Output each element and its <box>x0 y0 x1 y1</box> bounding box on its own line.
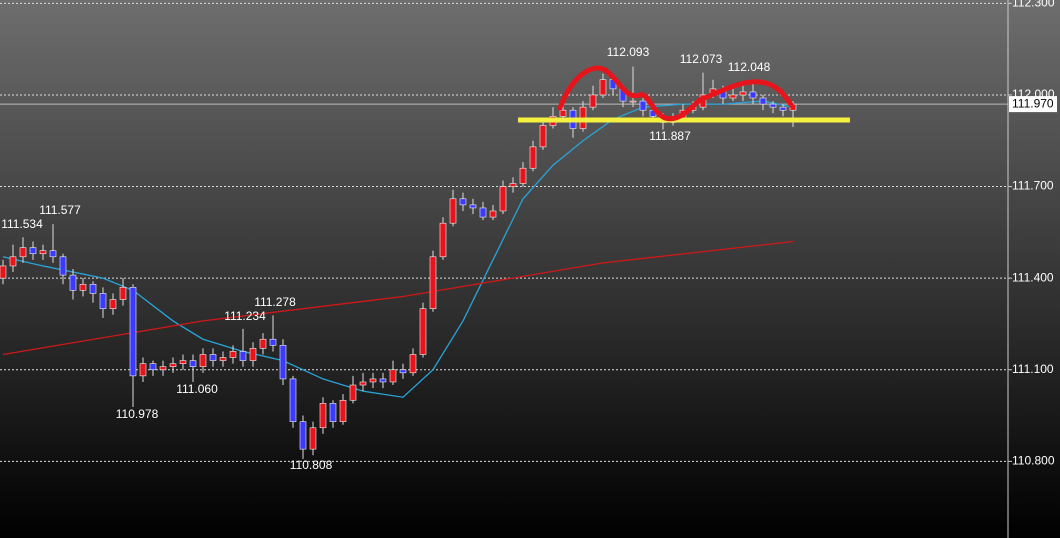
candle-body <box>29 247 37 255</box>
candle-body <box>309 427 317 450</box>
candle-body <box>289 378 297 422</box>
candle-body <box>0 265 7 279</box>
annotation: 112.093 <box>607 45 650 59</box>
y-tick-label: 112.300 <box>1012 0 1055 10</box>
candle-body <box>269 338 277 346</box>
candle-body <box>489 210 497 218</box>
candle-body <box>739 91 747 96</box>
candle-body <box>99 293 107 309</box>
moving-average-line <box>2 240 794 356</box>
candle-body <box>259 338 267 349</box>
annotation: 110.808 <box>290 458 333 472</box>
annotation: 111.278 <box>254 295 296 309</box>
candle-body <box>449 198 457 224</box>
candle-body <box>159 366 167 371</box>
pattern-annotation <box>557 65 795 122</box>
candle-body <box>509 183 517 187</box>
candle-body <box>369 378 377 383</box>
candle-body <box>459 198 467 206</box>
candle-body <box>39 250 47 255</box>
annotation: 111.577 <box>39 203 81 217</box>
last-price-label: 111.970 <box>1012 96 1054 110</box>
candle-body <box>149 363 157 371</box>
y-tick-label: 111.400 <box>1012 270 1054 284</box>
candle-body <box>119 287 127 300</box>
candle-body <box>89 283 97 294</box>
candle-body <box>349 384 357 401</box>
candle-body <box>559 109 567 117</box>
candle-body <box>359 381 367 386</box>
candle-body <box>589 94 597 108</box>
candle-body <box>329 403 337 422</box>
candle-body <box>319 403 327 429</box>
candle-body <box>729 94 737 99</box>
candle-body <box>429 256 437 309</box>
candle-body <box>169 363 177 368</box>
candle-body <box>179 360 187 364</box>
candle-body <box>49 250 57 258</box>
candle-body <box>339 399 347 422</box>
candle-body <box>379 378 387 383</box>
candle-body <box>229 351 237 358</box>
candle-body <box>389 369 397 383</box>
candle-body <box>129 287 137 377</box>
candle-body <box>249 348 257 361</box>
annotation: 112.073 <box>680 52 723 66</box>
annotation: 111.534 <box>1 217 43 231</box>
candle-body <box>79 283 87 291</box>
candle-body <box>639 100 647 111</box>
candle-body <box>759 97 767 105</box>
y-tick-label: 111.700 <box>1012 179 1054 193</box>
annotation: 110.978 <box>116 407 159 421</box>
candle-body <box>499 186 507 212</box>
candle-body <box>419 308 427 355</box>
candle-body <box>779 106 787 111</box>
candle-body <box>439 222 447 258</box>
y-tick-label: 110.800 <box>1012 454 1055 468</box>
candle-body <box>189 360 197 368</box>
candle-body <box>59 256 67 276</box>
annotation: 111.887 <box>649 129 691 143</box>
candle-body <box>19 247 27 258</box>
moving-average-line <box>2 100 794 398</box>
candle-body <box>239 351 247 361</box>
candle-body <box>299 421 307 450</box>
annotation: 111.060 <box>176 382 218 396</box>
candle-body <box>219 357 227 361</box>
annotation: 112.048 <box>728 60 771 74</box>
candle-body <box>599 79 607 96</box>
candle-body <box>749 91 757 99</box>
candle-body <box>539 125 547 148</box>
candle-body <box>409 354 417 374</box>
candle-body <box>479 207 487 218</box>
candle-body <box>9 256 17 267</box>
candle-body <box>109 299 117 309</box>
y-tick-label: 111.100 <box>1012 362 1054 376</box>
annotation: 111.234 <box>224 309 266 323</box>
last-price-box <box>1009 96 1057 113</box>
candle-body <box>69 274 77 291</box>
candle-body <box>209 354 217 361</box>
candle-body <box>399 369 407 374</box>
candle-body <box>529 146 537 169</box>
candle-body <box>199 354 207 368</box>
candle-body <box>469 204 477 209</box>
candle-body <box>769 103 777 108</box>
candle-body <box>279 345 287 380</box>
candle-body <box>629 100 637 103</box>
candle-body <box>519 167 527 184</box>
candle-body <box>139 363 147 377</box>
